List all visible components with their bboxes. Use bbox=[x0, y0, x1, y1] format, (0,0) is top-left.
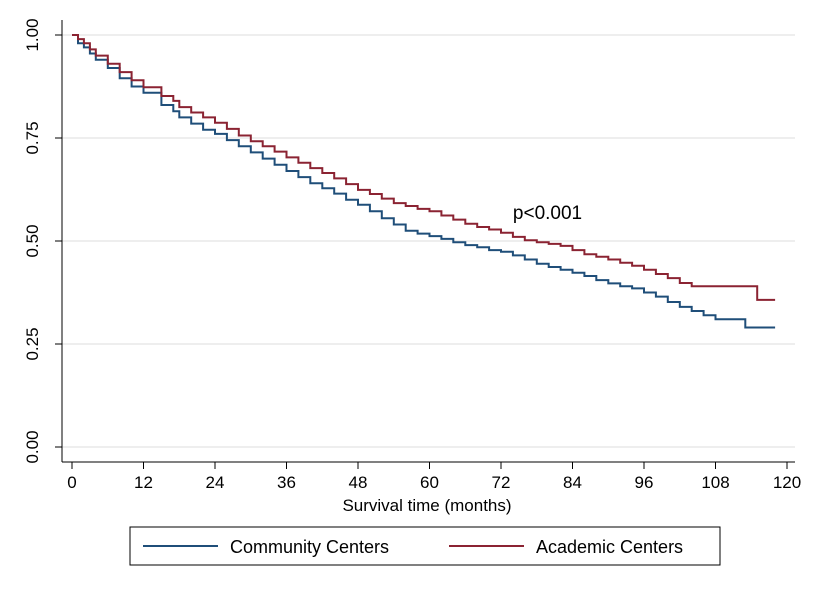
x-tick-label: 120 bbox=[773, 473, 801, 492]
grid-lines bbox=[62, 34, 795, 448]
axes: 0.00 0.25 0.50 0.75 1.00 0 12 24 36 48 60 72 84 96 108… bbox=[23, 18, 801, 492]
y-tick-label: 0.50 bbox=[23, 224, 42, 257]
y-tick-label: 1.00 bbox=[23, 18, 42, 51]
series-line-community bbox=[72, 34, 776, 329]
p-value-annotation: p<0.001 bbox=[513, 203, 582, 224]
series-line-academic bbox=[72, 34, 776, 301]
x-tick-label: 12 bbox=[134, 473, 153, 492]
x-tick-label: 108 bbox=[701, 473, 729, 492]
series-lines bbox=[72, 34, 776, 329]
legend-box bbox=[129, 526, 721, 566]
legend-label-academic: Academic Centers bbox=[536, 537, 683, 557]
x-tick-label: 72 bbox=[492, 473, 511, 492]
y-tick-label: 0.25 bbox=[23, 327, 42, 360]
x-tick-label: 84 bbox=[563, 473, 582, 492]
x-tick-label: 96 bbox=[635, 473, 654, 492]
x-tick-label: 36 bbox=[277, 473, 296, 492]
x-tick-label: 48 bbox=[349, 473, 368, 492]
x-tick-label: 0 bbox=[67, 473, 76, 492]
legend: Community Centers Academic Centers bbox=[129, 526, 721, 566]
y-tick-label: 0.00 bbox=[23, 430, 42, 463]
legend-label-community: Community Centers bbox=[230, 537, 389, 557]
x-tick-label: 24 bbox=[206, 473, 225, 492]
y-tick-label: 0.75 bbox=[23, 121, 42, 154]
x-tick-label: 60 bbox=[420, 473, 439, 492]
x-axis-title: Survival time (months) bbox=[342, 496, 511, 515]
